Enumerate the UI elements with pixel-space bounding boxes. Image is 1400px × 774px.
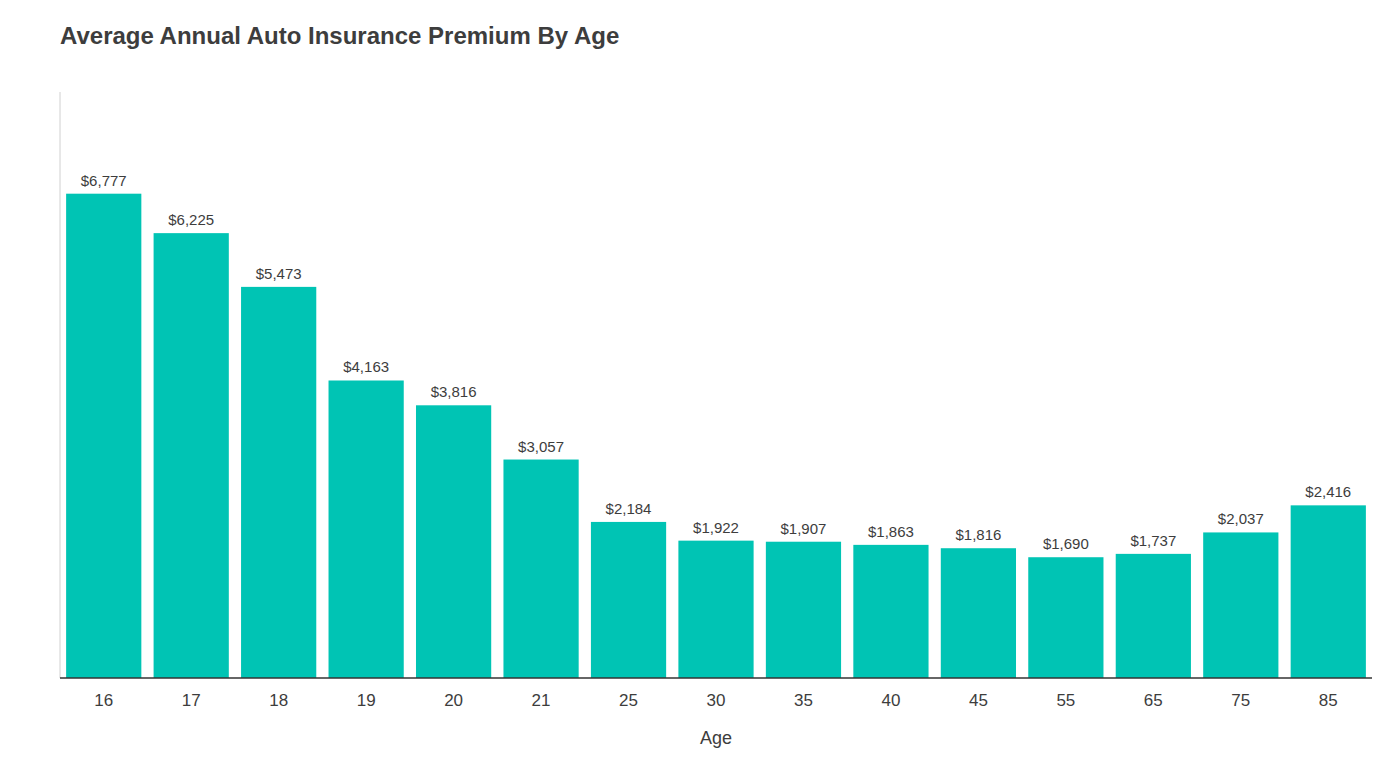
data-label: $6,777 bbox=[81, 172, 127, 189]
bar bbox=[766, 542, 841, 678]
x-tick-label: 85 bbox=[1319, 691, 1338, 710]
data-label: $1,816 bbox=[955, 526, 1001, 543]
x-tick-label: 21 bbox=[532, 691, 551, 710]
data-label: $3,057 bbox=[518, 438, 564, 455]
data-label: $1,690 bbox=[1043, 535, 1089, 552]
bar bbox=[1028, 557, 1103, 678]
x-tick-label: 20 bbox=[444, 691, 463, 710]
bar bbox=[1203, 532, 1278, 678]
x-tick-label: 16 bbox=[94, 691, 113, 710]
data-label: $6,225 bbox=[168, 211, 214, 228]
y-axis-line bbox=[60, 92, 61, 678]
bar bbox=[853, 545, 928, 678]
x-tick-label: 17 bbox=[182, 691, 201, 710]
x-tick-label: 18 bbox=[269, 691, 288, 710]
page: {"chart_data": {"type": "bar", "title": … bbox=[0, 0, 1400, 774]
chart-container: Average Annual Auto Insurance Premium By… bbox=[0, 0, 1400, 774]
x-tick-label: 19 bbox=[357, 691, 376, 710]
background bbox=[0, 0, 1400, 774]
x-tick-label: 75 bbox=[1231, 691, 1250, 710]
bar bbox=[1291, 505, 1366, 678]
title: Average Annual Auto Insurance Premium By… bbox=[60, 22, 619, 49]
x-tick-label: 30 bbox=[707, 691, 726, 710]
x-axis-line bbox=[60, 677, 1372, 679]
bars bbox=[66, 194, 1366, 678]
data-label: $1,907 bbox=[781, 520, 827, 537]
bar bbox=[154, 233, 229, 678]
data-label: $1,922 bbox=[693, 519, 739, 536]
data-label: $4,163 bbox=[343, 358, 389, 375]
bar bbox=[503, 460, 578, 678]
chart-svg: Average Annual Auto Insurance Premium By… bbox=[0, 0, 1400, 774]
x-tick-label: 55 bbox=[1056, 691, 1075, 710]
x-tick-label: 45 bbox=[969, 691, 988, 710]
bar bbox=[66, 194, 141, 678]
data-label: $2,037 bbox=[1218, 510, 1264, 527]
bar bbox=[416, 405, 491, 678]
x-tick-label: 25 bbox=[619, 691, 638, 710]
data-label: $2,416 bbox=[1305, 483, 1351, 500]
bar bbox=[941, 548, 1016, 678]
data-label: $2,184 bbox=[606, 500, 652, 517]
data-label: $1,863 bbox=[868, 523, 914, 540]
data-label: $5,473 bbox=[256, 265, 302, 282]
data-label: $3,816 bbox=[431, 383, 477, 400]
x-tick-label: 40 bbox=[881, 691, 900, 710]
bar bbox=[591, 522, 666, 678]
bar bbox=[329, 380, 404, 678]
x-tick-label: 35 bbox=[794, 691, 813, 710]
bar bbox=[241, 287, 316, 678]
x-axis-label: Age bbox=[700, 728, 732, 748]
bar bbox=[678, 541, 753, 678]
x-tick-label: 65 bbox=[1144, 691, 1163, 710]
bar bbox=[1116, 554, 1191, 678]
data-label: $1,737 bbox=[1130, 532, 1176, 549]
